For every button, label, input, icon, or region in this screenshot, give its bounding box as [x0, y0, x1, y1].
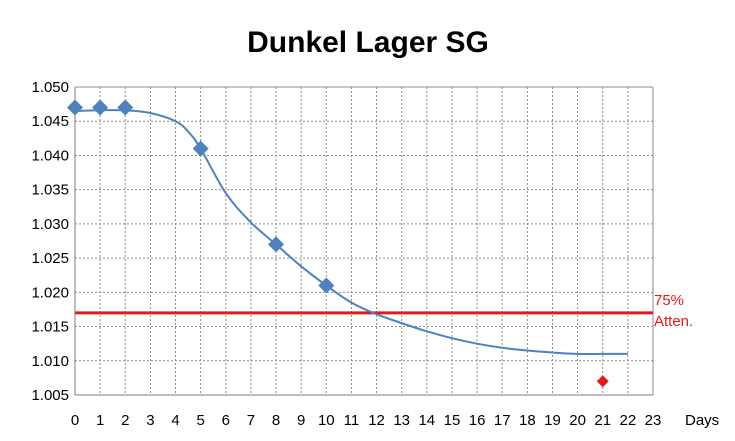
- y-tick-label: 1.035: [31, 182, 69, 199]
- sg-reading-point: [67, 99, 83, 116]
- x-tick-label: 17: [494, 412, 511, 429]
- y-tick-label: 1.030: [31, 216, 69, 233]
- chart-title: Dunkel Lager SG: [247, 26, 489, 59]
- x-tick-label: 1: [96, 412, 104, 429]
- x-tick-label: 13: [393, 412, 410, 429]
- x-tick-label: 21: [594, 412, 611, 429]
- reference-line-label-line: Atten.: [654, 313, 693, 330]
- y-tick-label: 1.005: [31, 387, 69, 404]
- y-tick-label: 1.045: [31, 113, 69, 130]
- x-tick-label: 14: [418, 412, 435, 429]
- x-tick-label: 6: [222, 412, 230, 429]
- x-tick-label: 12: [368, 412, 385, 429]
- series: [67, 99, 628, 388]
- sg-reading-point: [318, 277, 335, 294]
- sg-reading-point: [117, 99, 134, 116]
- sg-reading-point: [268, 236, 285, 253]
- reference-line-label: 75% Atten.: [654, 292, 693, 330]
- axes: [74, 86, 654, 396]
- sg-reading-point: [192, 140, 209, 157]
- x-tick-label: 3: [146, 412, 154, 429]
- y-tick-label: 1.020: [31, 284, 69, 301]
- reference-line-label-line: 75%: [654, 292, 684, 309]
- x-tick-label: 4: [171, 412, 179, 429]
- x-tick-label: 5: [196, 412, 204, 429]
- x-axis-label: Days: [685, 412, 719, 429]
- x-tick-label: 20: [569, 412, 586, 429]
- x-tick-label: 19: [544, 412, 561, 429]
- x-tick-label: 15: [444, 412, 461, 429]
- x-tick-label: 9: [297, 412, 305, 429]
- y-tick-label: 1.015: [31, 319, 69, 336]
- y-tick-label: 1.010: [31, 353, 69, 370]
- y-tick-label: 1.025: [31, 250, 69, 267]
- trend-line: [74, 109, 628, 356]
- x-tick-label: 7: [247, 412, 255, 429]
- x-tick-label: 2: [121, 412, 129, 429]
- x-tick-label: 8: [272, 412, 280, 429]
- tick-labels: 0 1 2 3 4 5 6 7 8 9 10 11 12 13 14 15 16 17 18 19 20 21 22 231.…: [31, 79, 661, 429]
- x-tick-label: 11: [344, 412, 360, 429]
- x-tick-label: 16: [469, 412, 486, 429]
- y-tick-label: 1.040: [31, 147, 69, 164]
- x-tick-label: 23: [645, 412, 662, 429]
- grid: [74, 86, 654, 396]
- sg-reading-point: [92, 99, 109, 116]
- reference-lines: 75% Atten.: [75, 292, 693, 330]
- x-tick-label: 0: [71, 412, 79, 429]
- x-tick-label: 18: [519, 412, 536, 429]
- final-reading-point: [596, 375, 609, 388]
- x-tick-label: 10: [318, 412, 335, 429]
- y-tick-label: 1.050: [31, 79, 69, 96]
- x-tick-label: 22: [620, 412, 637, 429]
